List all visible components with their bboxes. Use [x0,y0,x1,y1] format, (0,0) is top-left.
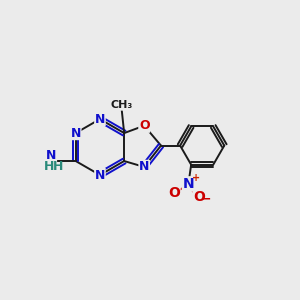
Text: N: N [46,149,56,162]
Text: N: N [182,177,194,191]
Text: H: H [44,160,54,173]
Text: N: N [70,127,81,140]
Text: CH₃: CH₃ [110,100,132,110]
Text: N: N [95,169,105,182]
Text: +: + [191,173,200,183]
Text: H: H [53,160,63,173]
Text: N: N [139,160,149,173]
Text: N: N [95,112,105,126]
Text: −: − [201,193,211,206]
Text: O: O [193,190,205,204]
Text: O: O [168,186,180,200]
Text: O: O [139,119,149,132]
